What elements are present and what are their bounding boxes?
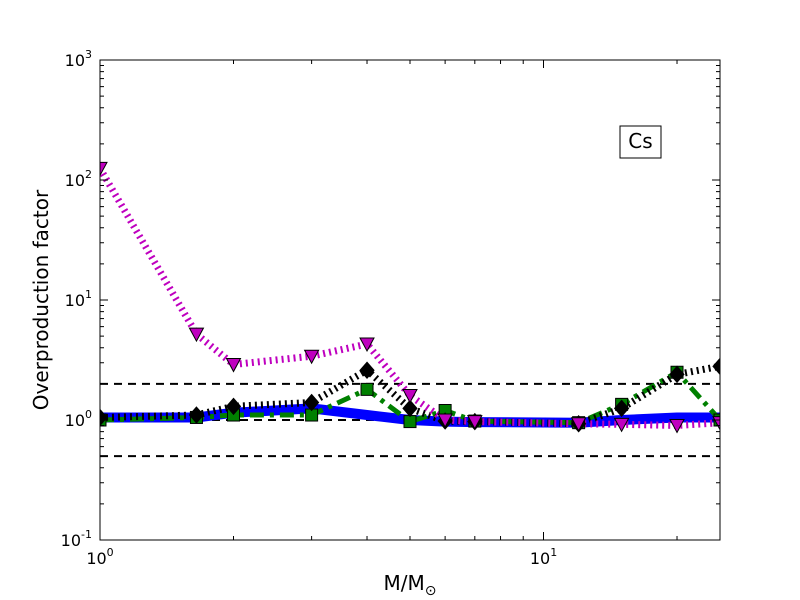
series-3-marker-1 bbox=[188, 406, 205, 424]
x-tick-label-1-exponent: 1 bbox=[550, 546, 557, 559]
series-4-marker-10 bbox=[669, 418, 685, 434]
y-tick-label-0-base: 10 bbox=[61, 531, 81, 550]
plot-background bbox=[100, 60, 720, 540]
series-3-marker-0 bbox=[100, 408, 108, 427]
x-axis-title: M/M⊙ bbox=[384, 571, 437, 599]
series-4-marker-6 bbox=[437, 413, 453, 429]
series-4-marker-8 bbox=[570, 417, 587, 432]
series-3-marker-5 bbox=[402, 399, 418, 418]
series-4-marker-7 bbox=[466, 415, 483, 430]
y-tick-label-2-base: 10 bbox=[65, 291, 85, 310]
y-tick-label-2-exponent: 1 bbox=[85, 288, 92, 301]
y-tick-label-2: 101 bbox=[65, 288, 92, 310]
x-tick-label-1: 101 bbox=[530, 546, 557, 568]
series-line-4 bbox=[100, 166, 720, 429]
y-axis-title: Overproduction factor bbox=[29, 189, 53, 410]
y-tick-label-1-base: 10 bbox=[65, 411, 85, 430]
annotation-box: Cs bbox=[619, 125, 662, 159]
series-3-marker-3 bbox=[303, 393, 320, 412]
series-2-marker-5 bbox=[403, 415, 417, 429]
y-tick-label-3-base: 10 bbox=[65, 171, 85, 190]
series-4-marker-1 bbox=[188, 327, 205, 343]
y-tick-label-0-exponent: -1 bbox=[81, 528, 92, 541]
series-markers bbox=[100, 161, 720, 434]
series-3-marker-4 bbox=[359, 361, 375, 379]
y-tick-label-4-base: 10 bbox=[65, 51, 85, 70]
series-3-marker-10 bbox=[669, 365, 685, 384]
x-axis-title-subscript: ⊙ bbox=[425, 583, 437, 599]
x-tick-label-1-base: 10 bbox=[530, 549, 550, 568]
x-tick-label-0-base: 10 bbox=[86, 549, 106, 568]
series-4-marker-4 bbox=[359, 337, 375, 353]
series-3-marker-9 bbox=[613, 399, 630, 418]
series-4-marker-2 bbox=[225, 358, 242, 373]
series-2-marker-4 bbox=[360, 382, 374, 396]
y-tick-label-4-exponent: 3 bbox=[85, 48, 92, 61]
series-4-marker-9 bbox=[613, 417, 630, 433]
series-4-marker-3 bbox=[303, 349, 320, 365]
y-tick-label-3-exponent: 2 bbox=[85, 168, 92, 181]
series-3-marker-2 bbox=[225, 397, 242, 416]
x-tick-label-0-exponent: 0 bbox=[107, 546, 114, 559]
y-tick-label-4: 103 bbox=[65, 48, 92, 70]
series-4-marker-5 bbox=[402, 389, 418, 404]
x-axis-title-main: M/M bbox=[384, 571, 425, 595]
x-tick-label-0: 100 bbox=[86, 546, 113, 568]
plot-frame bbox=[99, 59, 721, 541]
annotation-label: Cs bbox=[628, 129, 652, 153]
y-tick-label-1-exponent: 0 bbox=[85, 408, 92, 421]
y-tick-label-3: 102 bbox=[65, 168, 92, 190]
y-tick-label-0: 10-1 bbox=[61, 528, 92, 550]
annotation-frame bbox=[619, 125, 662, 159]
series-4-marker-0 bbox=[100, 161, 108, 177]
y-tick-label-1: 100 bbox=[65, 408, 92, 430]
